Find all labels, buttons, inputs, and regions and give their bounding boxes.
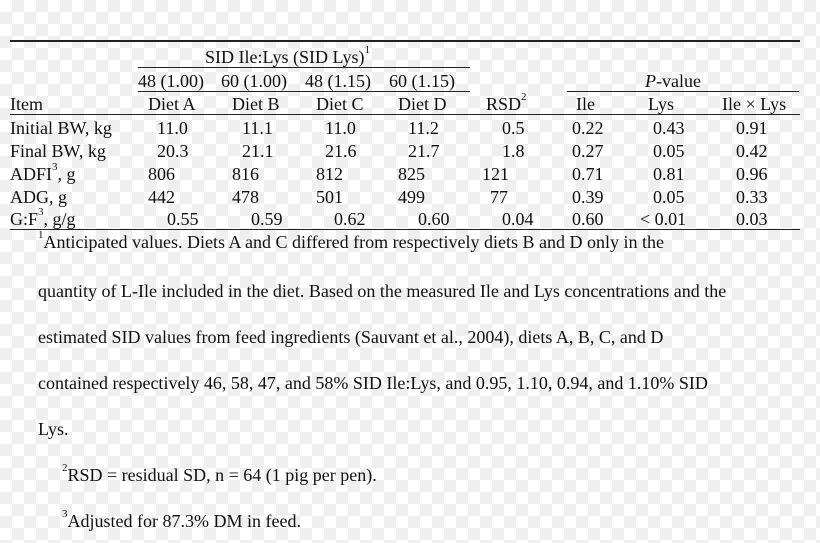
- cell-adg-p-ile: 0.39: [572, 187, 604, 207]
- footnote-1-text-1: Anticipated values. Diets A and C differ…: [43, 232, 665, 252]
- footnote-3-text: Adjusted for 87.3% DM in feed.: [67, 511, 301, 531]
- cell-initial-bw-rsd: 0.5: [502, 118, 525, 138]
- cell-final-bw-rsd: 1.8: [502, 141, 525, 161]
- cell-adfi-rsd: 121: [482, 164, 509, 184]
- header-bottom-rule: [10, 114, 800, 115]
- gf-label-suffix: , g/g: [43, 209, 76, 229]
- footnote-3-sup: 3: [62, 508, 68, 520]
- footnote-1-line-2: quantity of L-Ile included in the diet. …: [38, 281, 727, 301]
- cell-gf-p-lys: < 0.01: [640, 209, 687, 229]
- cell-initial-bw-p-ile: 0.22: [572, 118, 604, 138]
- footnote-2-text: RSD = residual SD, n = 64 (1 pig per pen…: [67, 465, 377, 485]
- cell-final-bw-a: 20.3: [157, 141, 189, 161]
- group-header-text: SID Ile:Lys (SID Lys): [205, 47, 365, 67]
- item-header: Item: [10, 94, 43, 114]
- pvalue-header-italic: P: [645, 71, 656, 91]
- rsd-header-sup: 2: [521, 91, 527, 103]
- diet-d-header: Diet D: [398, 94, 447, 114]
- row-label-adfi: ADFI3, g: [10, 162, 76, 184]
- footnote-3: 3Adjusted for 87.3% DM in feed.: [62, 509, 301, 531]
- ratio-c: 48 (1.15): [305, 71, 371, 91]
- row-label-final-bw: Final BW, kg: [10, 141, 106, 161]
- diet-b-header: Diet B: [232, 94, 280, 114]
- pvalue-header-rest: -value: [656, 71, 701, 91]
- cell-gf-a: 0.55: [167, 209, 199, 229]
- cell-initial-bw-b: 11.1: [242, 118, 273, 138]
- cell-initial-bw-c: 11.0: [325, 118, 356, 138]
- cell-adg-p-lys: 0.05: [653, 187, 685, 207]
- row-label-adg: ADG, g: [10, 187, 67, 207]
- gf-label-text: G:F: [10, 209, 39, 229]
- ratio-rule: [138, 91, 470, 92]
- ratio-d: 60 (1.15): [389, 71, 455, 91]
- cell-gf-p-int: 0.03: [736, 209, 768, 229]
- cell-initial-bw-d: 11.2: [408, 118, 439, 138]
- footnote-1-line-4: contained respectively 46, 58, 47, and 5…: [38, 373, 708, 393]
- cell-gf-rsd: 0.04: [502, 209, 534, 229]
- footnote-1-line-1: 1Anticipated values. Diets A and C diffe…: [38, 230, 665, 252]
- adfi-label-suffix: , g: [57, 164, 76, 184]
- cell-adfi-d: 825: [398, 164, 425, 184]
- group-header-rule: [138, 67, 470, 68]
- cell-adg-rsd: 77: [490, 187, 508, 207]
- cell-adfi-p-int: 0.96: [736, 164, 768, 184]
- cell-gf-b: 0.59: [251, 209, 283, 229]
- ratio-a: 48 (1.00): [138, 71, 204, 91]
- cell-gf-p-ile: 0.60: [572, 209, 604, 229]
- cell-final-bw-c: 21.6: [325, 141, 357, 161]
- group-header: SID Ile:Lys (SID Lys)1: [205, 45, 370, 67]
- cell-adg-d: 499: [398, 187, 425, 207]
- cell-final-bw-p-ile: 0.27: [572, 141, 604, 161]
- ile-lys-header: Ile × Lys: [722, 94, 787, 114]
- row-label-initial-bw: Initial BW, kg: [10, 118, 112, 138]
- cell-adg-a: 442: [148, 187, 175, 207]
- cell-final-bw-p-int: 0.42: [736, 141, 768, 161]
- adfi-label-sup: 3: [52, 161, 58, 173]
- cell-initial-bw-p-lys: 0.43: [653, 118, 685, 138]
- cell-adg-b: 478: [232, 187, 259, 207]
- gf-label-sup: 3: [38, 206, 44, 218]
- cell-final-bw-p-lys: 0.05: [653, 141, 685, 161]
- footnote-1-sup: 1: [38, 229, 44, 241]
- diet-c-header: Diet C: [316, 94, 364, 114]
- row-label-gf: G:F3, g/g: [10, 207, 76, 229]
- cell-adfi-b: 816: [232, 164, 259, 184]
- cell-adg-p-int: 0.33: [736, 187, 768, 207]
- rsd-header: RSD2: [486, 92, 527, 114]
- cell-final-bw-d: 21.7: [408, 141, 440, 161]
- pvalue-rule: [567, 91, 799, 92]
- adfi-label-text: ADFI: [10, 164, 53, 184]
- ratio-b: 60 (1.00): [221, 71, 287, 91]
- cell-initial-bw-a: 11.0: [157, 118, 188, 138]
- cell-gf-d: 0.60: [418, 209, 450, 229]
- footnote-1-line-5: Lys.: [38, 419, 69, 439]
- group-header-sup: 1: [364, 44, 371, 56]
- cell-adfi-p-lys: 0.81: [653, 164, 685, 184]
- footnote-2-sup: 2: [62, 462, 68, 474]
- cell-adfi-c: 812: [316, 164, 343, 184]
- cell-adfi-p-ile: 0.71: [572, 164, 604, 184]
- rsd-header-text: RSD: [486, 94, 522, 114]
- ile-header: Ile: [576, 94, 595, 114]
- cell-final-bw-b: 21.1: [242, 141, 274, 161]
- pvalue-header: P-value: [645, 72, 701, 90]
- table-bottom-rule: [10, 229, 800, 230]
- lys-header: Lys: [648, 94, 675, 114]
- cell-adg-c: 501: [316, 187, 343, 207]
- diet-a-header: Diet A: [148, 94, 196, 114]
- cell-adfi-a: 806: [148, 164, 175, 184]
- footnote-1-line-3: estimated SID values from feed ingredien…: [38, 327, 664, 347]
- footnote-2: 2RSD = residual SD, n = 64 (1 pig per pe…: [62, 463, 377, 485]
- cell-gf-c: 0.62: [334, 209, 366, 229]
- cell-initial-bw-p-int: 0.91: [736, 118, 768, 138]
- table-top-rule: [10, 40, 800, 42]
